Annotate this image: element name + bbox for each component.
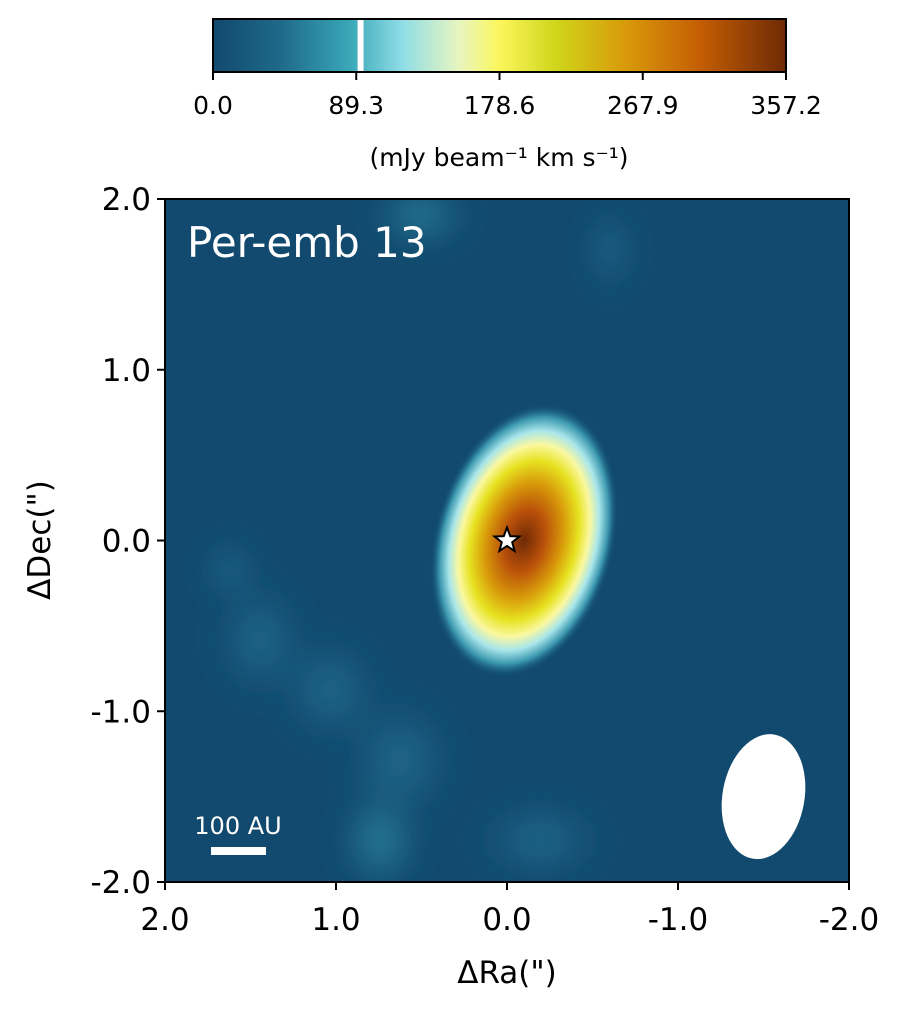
y-tick-label: 0.0 [102, 524, 151, 560]
y-axis-label: ΔDec(") [22, 480, 58, 600]
source-star-marker [491, 524, 523, 554]
x-tick-label: 2.0 [140, 902, 189, 938]
colorbar-tick-label: 178.6 [464, 91, 536, 120]
y-tick-label: -1.0 [91, 694, 152, 730]
x-tick-label: 1.0 [311, 902, 360, 938]
beam-ellipse [721, 734, 806, 860]
plot-area: Per-emb 13 100 AU 2.0 1.0 0.0 -1.0 -2.0 -2.0… [22, 182, 880, 991]
colorbar-tick-label: 267.9 [607, 91, 679, 120]
diffuse-emission [200, 199, 635, 882]
panel-label: Per-emb 13 [187, 218, 427, 267]
x-tick-label: -2.0 [819, 902, 880, 938]
emission-peak [429, 403, 619, 678]
y-tick-label: 2.0 [102, 182, 151, 218]
colorbar-marker [357, 20, 364, 71]
x-axis-label: ΔRa(") [457, 955, 557, 991]
scale-bar-label: 100 AU [194, 812, 281, 840]
x-tick-label: -1.0 [648, 902, 709, 938]
y-tick-label: -2.0 [91, 865, 152, 901]
colorbar: 0.0 89.3 178.6 267.9 357.2 (mJy beam⁻¹ km s⁻… [193, 18, 822, 172]
colorbar-gradient [212, 18, 787, 73]
colorbar-tick-label: 89.3 [328, 91, 384, 120]
colorbar-label: (mJy beam⁻¹ km s⁻¹) [369, 143, 628, 172]
x-tick-label: 0.0 [482, 902, 531, 938]
y-tick-label: 1.0 [102, 353, 151, 389]
scale-bar [211, 847, 266, 855]
colorbar-tick-label: 357.2 [750, 91, 822, 120]
colorbar-tick-label: 0.0 [193, 91, 233, 120]
